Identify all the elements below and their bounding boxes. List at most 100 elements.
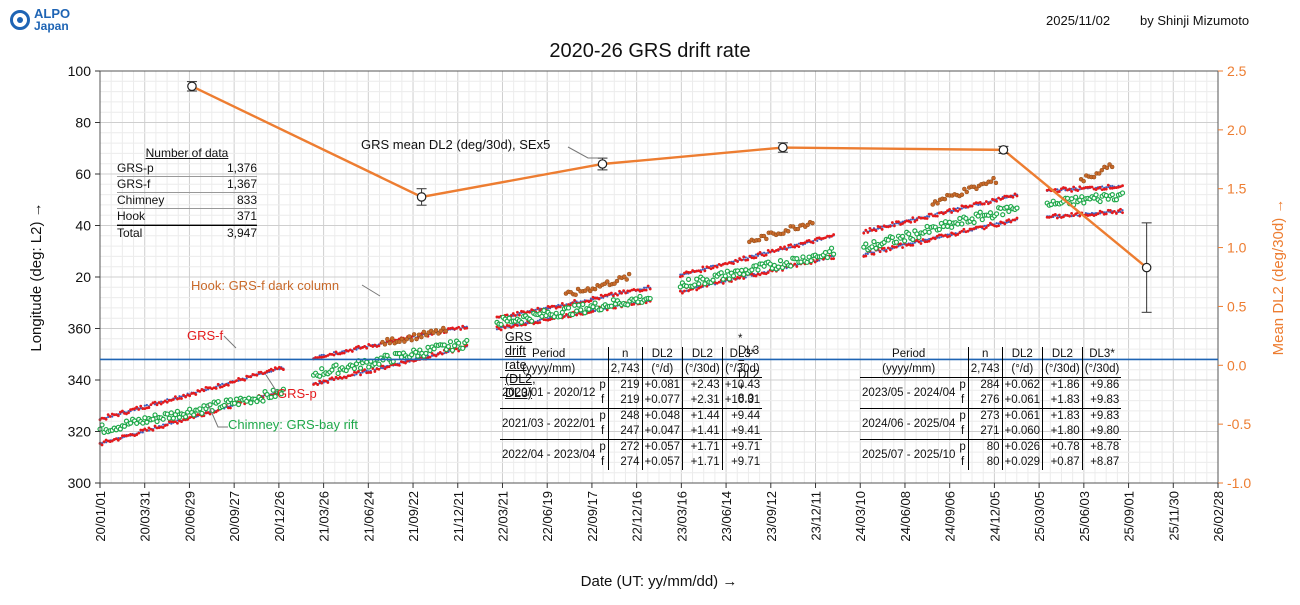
- grs-p-point-blue: [1099, 212, 1102, 215]
- grs-p-point: [1013, 218, 1017, 222]
- grs-f-point-blue: [909, 218, 912, 221]
- hook-point: [935, 201, 940, 206]
- y-right-tick-label: 2.5: [1227, 63, 1247, 79]
- grs-p-point-blue: [962, 230, 965, 233]
- chimney-point: [127, 420, 134, 426]
- cell-dl2b: +1.83: [1042, 408, 1083, 424]
- x-tick-label: 23/09/12: [764, 491, 779, 542]
- grs-f-point: [687, 271, 690, 274]
- chimney-point: [730, 273, 737, 279]
- hook-point: [1096, 171, 1102, 176]
- hdr-n-total: 2,743: [967, 362, 1003, 378]
- grs-f-point-blue: [756, 254, 760, 257]
- grs-p-point-blue: [818, 259, 821, 262]
- grs-f-annotation: GRS-f: [187, 328, 224, 343]
- cell-dl3: +9.71: [721, 455, 763, 470]
- cell-dl2: +0.061: [1001, 408, 1043, 424]
- chimney-point: [963, 215, 969, 222]
- grs-f-point: [620, 291, 623, 295]
- chimney-point: [142, 415, 148, 421]
- grs-f-point: [259, 370, 263, 374]
- grs-f-point: [799, 241, 803, 245]
- hook-point: [974, 186, 979, 192]
- grs-p-point: [1078, 214, 1082, 218]
- chimney-point: [889, 234, 895, 241]
- grs-p-point: [367, 371, 371, 374]
- grs-f-point-blue: [516, 313, 519, 316]
- grs-f-point-blue: [995, 198, 998, 201]
- chimney-point: [710, 277, 716, 283]
- grs-f-point: [797, 245, 801, 249]
- grs-p-point: [878, 250, 882, 254]
- chimney-point: [767, 261, 773, 267]
- grs-p-point: [428, 355, 432, 359]
- chimney-point: [553, 310, 559, 316]
- grs-p-point: [764, 272, 768, 276]
- grs-p-point: [872, 252, 876, 256]
- grs-f-point: [987, 202, 990, 206]
- hdr-dl2b: DL2: [682, 347, 723, 362]
- grs-f-point: [188, 394, 192, 398]
- grs-f-point: [1011, 195, 1015, 199]
- chimney-point: [415, 353, 421, 359]
- x-tick-label: 21/06/24: [361, 491, 376, 542]
- grs-f-point-blue: [145, 403, 148, 407]
- hdr-n-total: 2,743: [607, 362, 643, 378]
- grs-f-point: [556, 305, 560, 309]
- mean-dl2-line: [191, 85, 1148, 269]
- grs-p-point: [632, 302, 636, 306]
- grs-f-point: [1104, 187, 1108, 191]
- grs-f-point: [683, 271, 686, 275]
- grs-f-point: [190, 392, 194, 395]
- grs-f-point: [573, 299, 577, 302]
- grs-f-point: [901, 222, 904, 226]
- chimney-point: [576, 302, 582, 308]
- grs-f-point: [1112, 186, 1116, 190]
- grs-f-leader-line: [223, 335, 237, 349]
- grs-f-point: [697, 269, 701, 273]
- grs-p-point-blue: [443, 352, 446, 355]
- cell-dl2: +0.057: [641, 455, 683, 470]
- row-kind: p: [599, 379, 606, 391]
- grs-f-point: [558, 305, 562, 309]
- grs-f-point: [993, 198, 996, 202]
- drift-row-p: 2021/03 - 2022/01 p 248 +0.048 +1.44 +9.44: [500, 408, 763, 440]
- grs-p-point-blue: [983, 224, 986, 227]
- grs-p-point: [1001, 221, 1005, 225]
- chimney-point: [869, 244, 875, 250]
- grs-p-point-blue: [139, 431, 142, 434]
- chimney-point: [445, 343, 452, 350]
- grs-p-point: [864, 254, 868, 258]
- grs-f-point: [528, 310, 532, 314]
- grs-f-point: [1009, 194, 1013, 198]
- chimney-point: [351, 365, 358, 372]
- grs-f-point-blue: [679, 273, 682, 276]
- grs-f-point: [997, 196, 1001, 200]
- grs-p-point: [948, 234, 951, 238]
- grs-f-point-blue: [1105, 186, 1108, 189]
- chimney-point: [197, 406, 203, 412]
- grs-p-point: [766, 271, 770, 274]
- grs-f-point: [925, 217, 929, 220]
- grs-f-point-blue: [928, 215, 931, 218]
- grs-p-point: [909, 243, 913, 247]
- grs-f-point: [832, 233, 836, 236]
- grs-f-point: [125, 412, 128, 416]
- grs-f-point: [513, 314, 517, 317]
- hdr-period: Period: [532, 348, 566, 360]
- chimney-point: [749, 267, 755, 273]
- chimney-annotation: Chimney: GRS-bay rift: [228, 417, 359, 432]
- grs-f-point-blue: [534, 308, 537, 311]
- chimney-point: [755, 267, 761, 273]
- grs-f-point-blue: [512, 314, 515, 317]
- hook-point: [781, 231, 786, 236]
- grs-p-point: [1011, 218, 1015, 222]
- grs-p-point: [695, 288, 699, 292]
- ndata-row: GRS-f 1,367: [117, 177, 257, 193]
- grs-f-point-blue: [219, 383, 222, 387]
- grs-f-point: [1090, 185, 1094, 189]
- grs-f-point-blue: [913, 218, 916, 221]
- y-left-tick-label: 320: [68, 424, 92, 440]
- grs-f-point: [243, 378, 247, 382]
- grs-p-point: [738, 276, 742, 280]
